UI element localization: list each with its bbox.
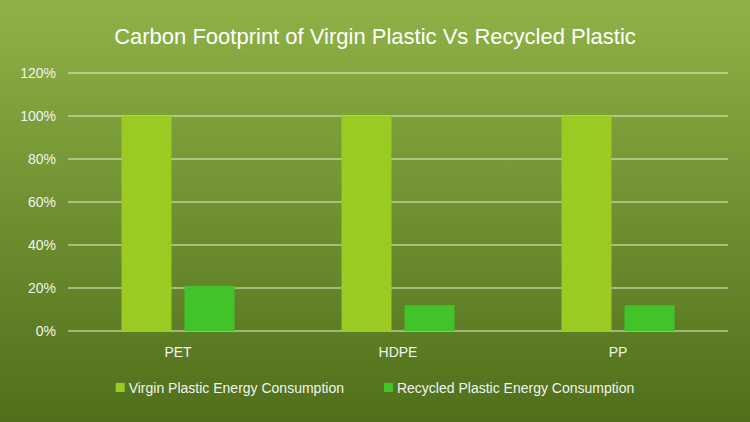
bar	[562, 116, 612, 331]
tick-label: 80%	[28, 151, 56, 167]
background	[0, 0, 750, 422]
bar	[342, 116, 392, 331]
tick-label: 20%	[28, 280, 56, 296]
bars	[122, 116, 675, 331]
bar	[185, 286, 235, 331]
tick-label: 100%	[20, 108, 56, 124]
tick-label: 0%	[36, 323, 56, 339]
tick-label: 40%	[28, 237, 56, 253]
legend: Virgin Plastic Energy Consumption Recycle…	[116, 380, 635, 396]
category-label: PP	[609, 344, 628, 360]
chart: Carbon Footprint of Virgin Plastic Vs Re…	[0, 0, 750, 422]
tick-label: 120%	[20, 65, 56, 81]
bar	[405, 305, 455, 331]
grid-line	[68, 73, 728, 74]
category-label: HDPE	[379, 344, 418, 360]
legend-marker	[384, 383, 393, 392]
bar	[122, 116, 172, 331]
legend-label: Virgin Plastic Energy Consumption	[129, 380, 344, 396]
title: Carbon Footprint of Virgin Plastic Vs Re…	[114, 24, 636, 49]
tick-label: 60%	[28, 194, 56, 210]
category-label: PET	[164, 344, 192, 360]
legend-label: Recycled Plastic Energy Consumption	[397, 380, 634, 396]
bar	[625, 305, 675, 331]
legend-marker	[116, 383, 125, 392]
